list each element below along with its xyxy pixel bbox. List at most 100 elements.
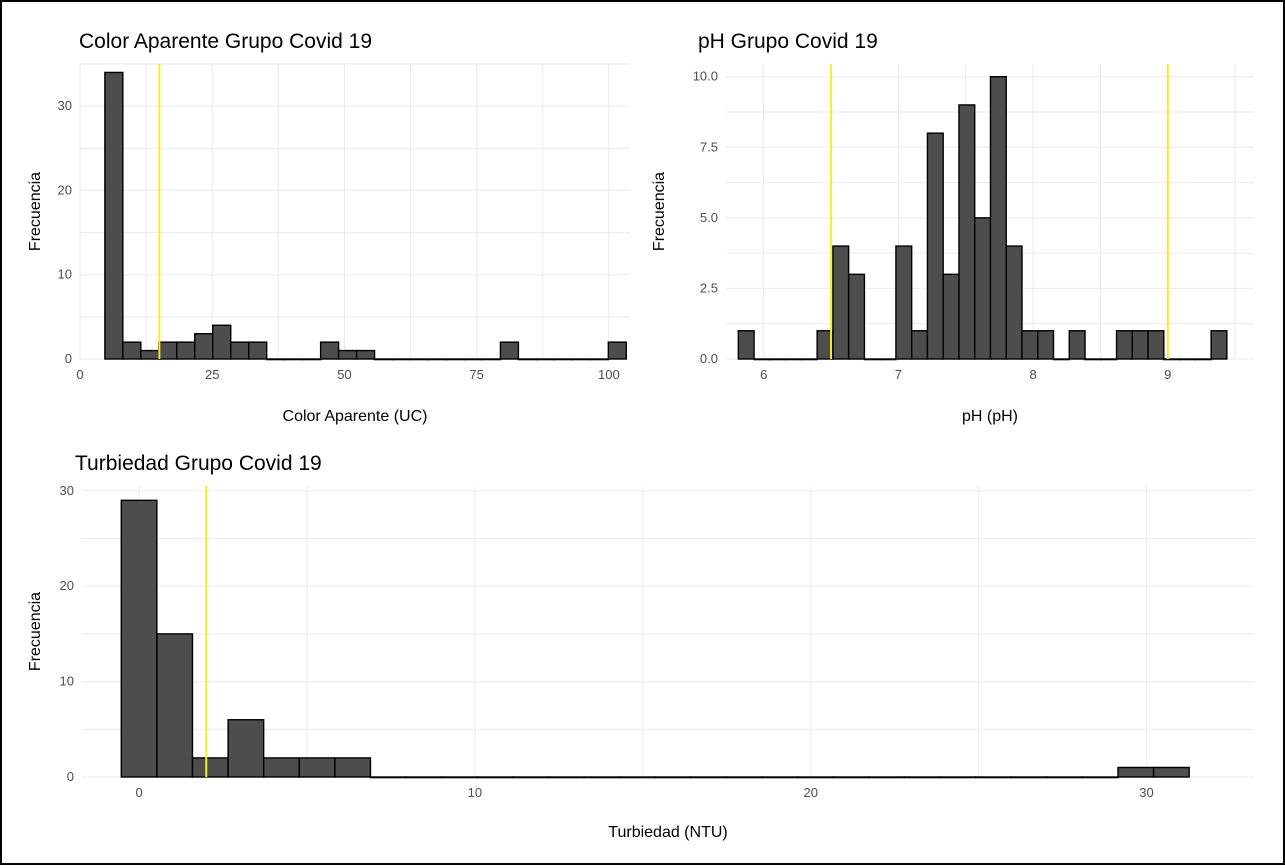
histogram-bar (409, 358, 430, 361)
histogram-bar (405, 776, 443, 779)
histogram-bar (895, 245, 913, 360)
histogram-bar (373, 358, 394, 361)
histogram-bar (942, 273, 960, 360)
histogram-bar (283, 358, 304, 361)
y-tick-label: 7.5 (700, 139, 718, 154)
histogram-bar (1037, 330, 1055, 360)
histogram-bar (369, 776, 407, 779)
histogram-bar (547, 776, 585, 779)
histogram-bar (832, 245, 850, 360)
histogram-bar (1021, 330, 1039, 360)
y-tick-label: 2.5 (700, 280, 718, 295)
x-tick-label: 0 (76, 367, 83, 382)
histogram-bar (476, 776, 514, 779)
histogram-bar (1010, 776, 1048, 779)
histogram-bar (607, 341, 627, 360)
histogram-bar (958, 104, 976, 360)
histogram-bar (1147, 330, 1165, 360)
histogram-bar (1117, 766, 1155, 778)
histogram-bar (301, 358, 322, 361)
bars-turbiedad (120, 499, 1190, 779)
y-tick-label: 10 (58, 267, 72, 282)
grid-color (79, 63, 630, 360)
histogram-bar (337, 349, 358, 360)
y-axis-label: Frecuencia (651, 172, 668, 251)
histogram-bar (654, 776, 692, 779)
histogram-bar (1084, 358, 1102, 361)
histogram-bar (737, 330, 755, 360)
histogram-bar (553, 358, 574, 361)
y-axis-label: Frecuencia (27, 172, 44, 251)
histogram-bar (334, 757, 372, 778)
histogram-bar (903, 776, 941, 779)
histogram-bar (784, 358, 803, 361)
histogram-bar (230, 341, 250, 360)
histogram-bar (248, 341, 268, 360)
histogram-bar (194, 333, 214, 360)
x-axis-label: Color Aparente (UC) (283, 408, 428, 425)
x-tick-label: 8 (1029, 367, 1036, 382)
x-tick-label: 30 (1139, 785, 1153, 800)
histogram-bar (690, 776, 728, 779)
histogram-bar (800, 358, 818, 361)
chart-title: Turbiedad Grupo Covid 19 (75, 452, 322, 475)
histogram-bar (910, 330, 929, 360)
y-tick-label: 30 (58, 98, 72, 113)
histogram-bar (1046, 776, 1084, 779)
histogram-bar (974, 776, 1012, 779)
histogram-bar (832, 776, 870, 779)
histogram-bar (879, 358, 897, 361)
bars-ph (737, 76, 1228, 361)
histogram-bar (1081, 776, 1119, 779)
x-axis-label: pH (pH) (962, 408, 1018, 425)
histogram-bar (191, 757, 229, 778)
histogram-bar (989, 76, 1007, 360)
histogram-bar (104, 71, 124, 360)
histogram-bar (1210, 330, 1228, 360)
histogram-bar (1178, 358, 1197, 361)
y-tick-label: 20 (60, 578, 74, 593)
histogram-bar (939, 776, 977, 779)
histogram-bar (212, 324, 232, 360)
y-tick-label: 5.0 (700, 210, 718, 225)
x-axis-label: Turbiedad (NTU) (608, 824, 727, 841)
histogram-bar (868, 776, 906, 779)
histogram-bar (481, 358, 502, 361)
histogram-bar (1100, 358, 1118, 361)
chart-title: Color Aparente Grupo Covid 19 (79, 30, 372, 53)
histogram-bar (761, 776, 799, 779)
y-tick-label: 10 (60, 674, 74, 689)
histogram-bar (1068, 330, 1086, 360)
histogram-bar (298, 757, 336, 778)
histogram-bar (589, 358, 610, 361)
histogram-bar (796, 776, 834, 779)
x-tick-label: 50 (337, 367, 351, 382)
histogram-bar (1152, 766, 1190, 778)
histogram-bar (926, 132, 944, 360)
histogram-bar (122, 341, 142, 360)
histogram-bar (355, 349, 376, 360)
histogram-bar (1052, 358, 1070, 361)
histogram-bar (391, 358, 412, 361)
histogram-bar (445, 358, 466, 361)
histogram-bar (618, 776, 656, 779)
histogram-bar (571, 358, 592, 361)
y-tick-label: 0 (67, 769, 74, 784)
y-tick-label: 0 (65, 351, 72, 366)
histogram-bar (974, 217, 992, 360)
histogram-bar (1115, 330, 1134, 360)
x-tick-label: 20 (803, 785, 817, 800)
x-tick-label: 75 (469, 367, 483, 382)
histogram-bar (440, 776, 478, 779)
y-tick-label: 20 (58, 182, 72, 197)
histogram-bar (427, 358, 448, 361)
x-tick-label: 100 (598, 367, 620, 382)
histogram-bar (463, 358, 484, 361)
y-tick-label: 0.0 (700, 351, 718, 366)
bars-color (104, 71, 627, 361)
y-tick-label: 10.0 (693, 69, 718, 84)
histogram-bar (319, 341, 340, 360)
histogram-bar (120, 499, 158, 778)
